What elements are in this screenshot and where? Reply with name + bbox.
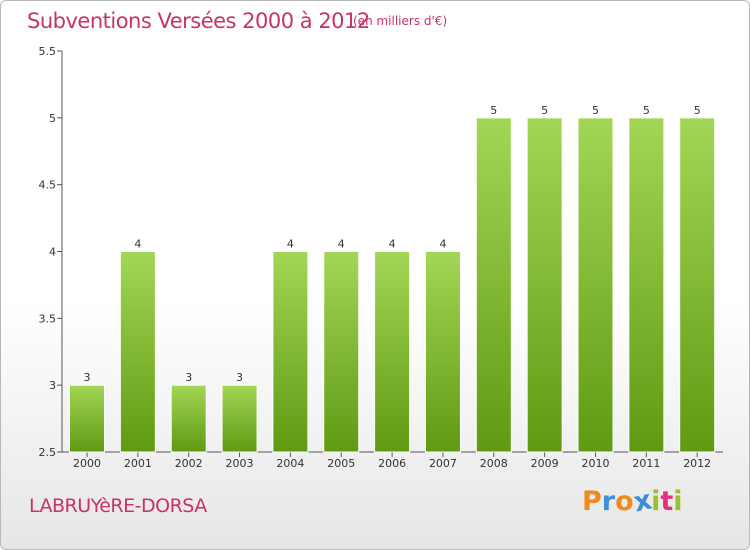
data-label-2009: 5 bbox=[541, 104, 548, 117]
x-tick-label: 2006 bbox=[378, 457, 406, 470]
x-tick-label: 2005 bbox=[327, 457, 355, 470]
data-label-2003: 3 bbox=[236, 371, 243, 384]
x-tick-label: 2008 bbox=[480, 457, 508, 470]
bar-2004 bbox=[272, 251, 309, 453]
bar-2003 bbox=[221, 384, 258, 453]
x-tick-label: 2010 bbox=[582, 457, 610, 470]
chart-title: Subventions Versées 2000 à 2012 bbox=[27, 9, 370, 33]
bar-2009 bbox=[526, 117, 563, 453]
y-tick-label: 3 bbox=[49, 379, 56, 392]
data-label-2008: 5 bbox=[490, 104, 497, 117]
y-axis: 2.5 3 3.5 4 4.5 5 5.5 bbox=[39, 45, 63, 459]
logo-letter: r bbox=[601, 486, 616, 517]
data-label-2004: 4 bbox=[287, 238, 294, 251]
data-label-2006: 4 bbox=[389, 238, 396, 251]
bar-2005 bbox=[323, 251, 360, 453]
bar-2012 bbox=[679, 117, 716, 453]
x-tick-label: 2009 bbox=[531, 457, 559, 470]
town-name: LABRUYèRE-DORSA bbox=[29, 495, 207, 517]
data-label-2000: 3 bbox=[84, 371, 91, 384]
x-tick-label: 2012 bbox=[683, 457, 711, 470]
data-label-2011: 5 bbox=[643, 104, 650, 117]
bar-2000 bbox=[69, 384, 105, 453]
data-label-2005: 4 bbox=[338, 238, 345, 251]
data-label-2010: 5 bbox=[592, 104, 599, 117]
logo-letter: t bbox=[660, 486, 674, 517]
bar-2002 bbox=[170, 384, 207, 453]
logo-letter: o bbox=[615, 486, 634, 517]
chart-subtitle: (en milliers d'€) bbox=[353, 14, 448, 28]
bar-2008 bbox=[475, 117, 512, 453]
data-label-2002: 3 bbox=[185, 371, 192, 384]
y-tick-label: 3.5 bbox=[39, 312, 57, 325]
bar-2006 bbox=[374, 251, 411, 453]
x-tick-label: 2007 bbox=[429, 457, 457, 470]
logo-letter: i bbox=[673, 486, 683, 517]
x-tick-label: 2000 bbox=[73, 457, 101, 470]
bar-2010 bbox=[577, 117, 614, 453]
y-tick-label: 5 bbox=[49, 112, 56, 125]
data-label-2012: 5 bbox=[694, 104, 701, 117]
logo-letter: P bbox=[582, 486, 602, 517]
x-tick-label: 2011 bbox=[632, 457, 660, 470]
bars: 3 4 3 3 4 4 4 4 5 5 5 5 5 bbox=[69, 104, 716, 453]
logo-letter: i bbox=[651, 486, 661, 517]
x-tick-label: 2001 bbox=[124, 457, 152, 470]
proxiti-logo[interactable]: Proxiti bbox=[582, 485, 683, 519]
x-tick-label: 2004 bbox=[276, 457, 304, 470]
y-tick-label: 2.5 bbox=[39, 446, 57, 459]
x-tick-label: 2003 bbox=[226, 457, 254, 470]
y-tick-label: 4 bbox=[49, 246, 56, 259]
data-label-2001: 4 bbox=[134, 238, 141, 251]
bar-2001 bbox=[119, 251, 156, 453]
data-label-2007: 4 bbox=[439, 238, 446, 251]
x-tick-label: 2002 bbox=[175, 457, 203, 470]
y-tick-label: 5.5 bbox=[39, 45, 57, 58]
y-tick-label: 4.5 bbox=[39, 179, 57, 192]
bar-2011 bbox=[628, 117, 665, 453]
bar-2007 bbox=[424, 251, 461, 453]
x-axis: 2000 2001 2002 2003 2004 2005 2006 2007 2008 2009… bbox=[62, 451, 723, 470]
